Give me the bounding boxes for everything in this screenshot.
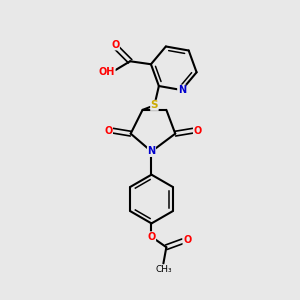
Text: O: O bbox=[111, 40, 119, 50]
Text: O: O bbox=[104, 126, 112, 136]
Text: OH: OH bbox=[99, 67, 115, 77]
Text: CH₃: CH₃ bbox=[155, 265, 172, 274]
Text: N: N bbox=[147, 146, 155, 157]
Text: O: O bbox=[194, 126, 202, 136]
Text: O: O bbox=[147, 232, 156, 242]
Text: N: N bbox=[178, 85, 186, 95]
Text: S: S bbox=[151, 100, 158, 110]
Text: O: O bbox=[183, 235, 191, 245]
